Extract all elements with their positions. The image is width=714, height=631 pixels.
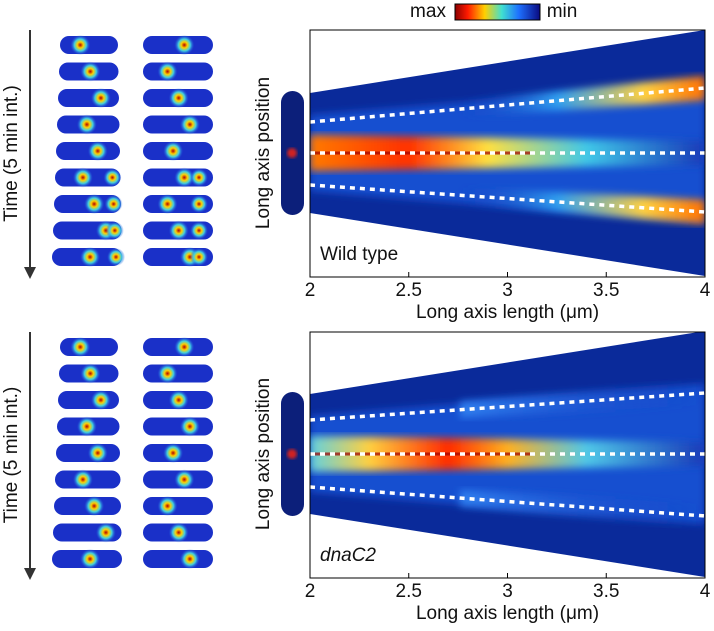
cell-image xyxy=(143,62,213,81)
cell-spot xyxy=(103,168,122,187)
cell-image xyxy=(143,550,213,568)
cell-spot xyxy=(179,549,200,569)
cell-spot xyxy=(80,363,101,384)
time-arrowhead xyxy=(24,267,36,279)
time-arrowhead xyxy=(24,568,36,580)
x-tick-label: 4 xyxy=(700,581,711,602)
strain-label: dnaC2 xyxy=(320,545,376,566)
cell-spot xyxy=(70,35,91,55)
cell-spot xyxy=(157,363,178,384)
x-tick-label: 4 xyxy=(700,280,711,301)
cell-spot xyxy=(90,390,111,410)
colorbar xyxy=(454,3,541,21)
y-axis-label: Long axis position xyxy=(253,378,274,530)
cell-image xyxy=(143,364,213,383)
x-tick-label: 3 xyxy=(502,280,513,301)
cell-spot xyxy=(190,248,208,266)
x-axis-label: Long axis length (μm) xyxy=(416,603,599,624)
cell-spot xyxy=(157,496,178,516)
colorbar-high: max xyxy=(410,1,446,22)
cell-spot xyxy=(190,221,208,240)
fit-line xyxy=(310,86,705,124)
cell-spot xyxy=(87,443,108,463)
cell-spot xyxy=(72,469,93,490)
cell-spot xyxy=(76,114,97,135)
heatmap xyxy=(310,332,705,578)
cell-spot xyxy=(168,88,189,108)
cell-spot xyxy=(84,496,105,516)
heatmap-density xyxy=(460,381,705,418)
x-tick-label: 2.5 xyxy=(396,280,422,301)
cell-spot xyxy=(87,141,108,161)
strain-label: Wild type xyxy=(320,244,398,265)
x-tick-label: 2 xyxy=(305,581,316,602)
cell-icon-spot xyxy=(287,148,297,158)
x-tick-label: 3 xyxy=(502,581,513,602)
x-tick-label: 2 xyxy=(305,280,316,301)
time-label: Time (5 min int.) xyxy=(1,85,22,222)
heatmap-density xyxy=(460,187,705,224)
cell-spot xyxy=(168,522,189,543)
cell-spot xyxy=(174,35,195,55)
heatmap xyxy=(310,30,705,277)
cell-spot xyxy=(190,195,208,213)
cell-spot xyxy=(90,88,111,108)
y-axis-label: Long axis position xyxy=(253,77,274,229)
cell-spot xyxy=(163,443,184,463)
cell-spot xyxy=(105,221,124,240)
cell-spot xyxy=(107,248,125,266)
fit-line xyxy=(310,485,705,518)
x-tick-label: 2.5 xyxy=(396,581,422,602)
x-tick-label: 3.5 xyxy=(593,581,619,602)
cell-spot xyxy=(95,522,116,543)
cell-spot xyxy=(157,194,178,214)
cell-spot xyxy=(174,469,195,490)
cell-spot xyxy=(84,194,105,214)
x-tick-label: 3.5 xyxy=(593,280,619,301)
cell-spot xyxy=(168,220,189,241)
cell-spot xyxy=(157,61,178,82)
colorbar-low: min xyxy=(547,1,578,22)
heatmap-density xyxy=(460,76,705,118)
cell-series xyxy=(52,337,213,569)
cell-spot xyxy=(76,416,97,437)
cell-spot xyxy=(163,141,184,161)
cell-image xyxy=(143,417,213,436)
cell-spot xyxy=(179,416,200,437)
cell-spot xyxy=(174,337,195,357)
cell-spot xyxy=(168,390,189,410)
cell-spot xyxy=(179,114,200,135)
cell-spot xyxy=(80,247,101,267)
cell-icon-spot xyxy=(287,449,297,459)
cell-spot xyxy=(104,195,123,213)
cell-spot xyxy=(190,168,208,187)
cell-spot xyxy=(70,337,91,357)
cell-image xyxy=(143,115,213,134)
cell-spot xyxy=(80,549,101,569)
cell-image xyxy=(143,497,213,515)
x-axis-label: Long axis length (μm) xyxy=(416,302,599,323)
cell-spot xyxy=(80,61,101,82)
cell-series xyxy=(52,35,213,267)
time-label: Time (5 min int.) xyxy=(1,387,22,524)
cell-spot xyxy=(72,167,93,188)
cell-spot xyxy=(174,167,195,188)
heatmap-density xyxy=(460,490,705,528)
